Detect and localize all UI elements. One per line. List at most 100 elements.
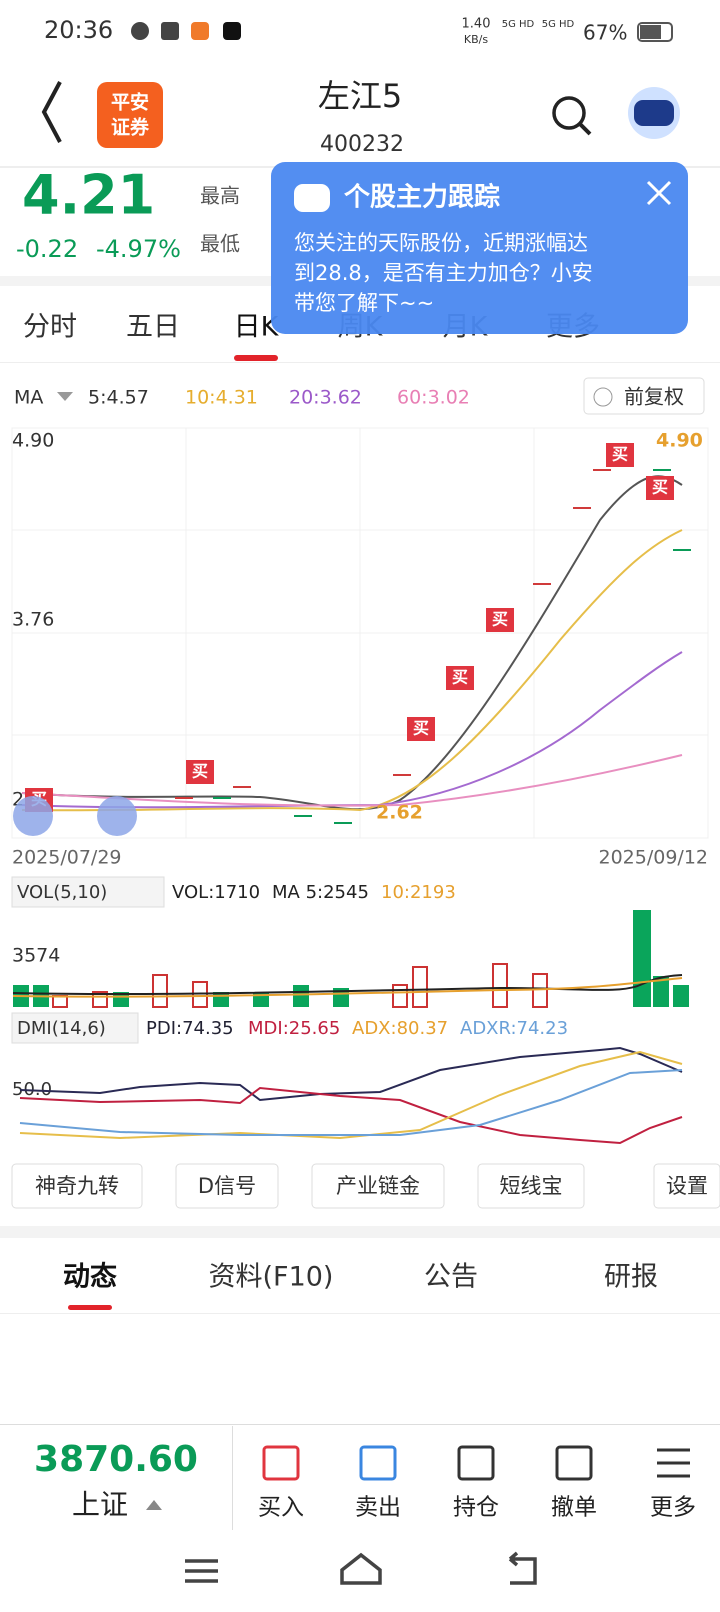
date-end: 2025/09/12 xyxy=(598,847,708,869)
action[interactable]: 撤单 xyxy=(551,1495,597,1521)
popup-close[interactable] xyxy=(646,180,672,206)
vol-bar xyxy=(52,995,68,1008)
nav-home[interactable] xyxy=(340,1552,382,1585)
vol-selector[interactable] xyxy=(11,876,165,908)
info-tab[interactable]: 公告 xyxy=(424,1262,478,1293)
tool-button[interactable] xyxy=(311,1163,445,1209)
adx-line xyxy=(19,1050,683,1140)
sell-icon[interactable] xyxy=(359,1445,397,1481)
logo xyxy=(97,82,163,148)
popup-icon xyxy=(294,184,330,212)
popup[interactable] xyxy=(271,162,688,334)
pdi-line xyxy=(19,1046,683,1102)
nav-menu[interactable] xyxy=(185,1559,218,1583)
tab[interactable]: 分时 xyxy=(23,312,77,343)
divider xyxy=(0,1424,720,1425)
buy-marker xyxy=(486,608,514,632)
icon xyxy=(161,22,179,40)
date-start: 2025/07/29 xyxy=(12,847,122,869)
buy-marker xyxy=(646,476,674,500)
vol-bar xyxy=(392,984,408,1008)
buy-markers: 买 买 买 买 买 买 买 xyxy=(25,443,674,812)
min-label: 2.62 xyxy=(376,802,423,824)
cancel-icon[interactable] xyxy=(555,1445,593,1481)
index-name[interactable]: 上证 xyxy=(72,1488,128,1521)
dmi-selector[interactable] xyxy=(11,1012,139,1044)
action[interactable]: 持仓 xyxy=(453,1495,499,1521)
time: 20:36 xyxy=(44,16,113,44)
max-label: 4.90 xyxy=(656,430,703,452)
adxr: ADXR:74.23 xyxy=(460,1018,568,1039)
vol-bar xyxy=(92,991,108,1008)
divider xyxy=(0,362,720,363)
popup-text: 带您了解下~~ xyxy=(294,291,434,315)
tool-bar: 神奇九转 D信号 产业链金 短线宝 设置 xyxy=(11,1163,720,1209)
adx: ADX:80.37 xyxy=(352,1018,448,1039)
ma5-line xyxy=(21,475,683,811)
speed-unit: KB/s xyxy=(464,33,488,46)
more-icon[interactable] xyxy=(657,1448,690,1478)
vol-bar xyxy=(152,974,168,1008)
grid xyxy=(11,427,709,839)
index-value: 3870.60 xyxy=(34,1439,198,1480)
speed: 1.40 xyxy=(462,17,491,32)
icon xyxy=(593,387,613,407)
action[interactable]: 买入 xyxy=(258,1495,304,1521)
tab[interactable]: 五日 xyxy=(126,312,180,343)
info-tab[interactable]: 研报 xyxy=(604,1262,658,1293)
position-icon[interactable] xyxy=(457,1445,495,1481)
logo-text: 平安 xyxy=(111,91,149,114)
zoom-button[interactable] xyxy=(13,796,53,836)
adjust-text: 前复权 xyxy=(624,385,684,409)
info-tab[interactable]: 动态 xyxy=(63,1262,117,1293)
popup-text: 到28.8，是否有主力加仓？小安 xyxy=(294,261,593,285)
tool-button[interactable] xyxy=(477,1163,585,1209)
ma-label: MA xyxy=(14,387,43,409)
ma20-line xyxy=(21,651,683,809)
search-button[interactable] xyxy=(552,96,586,130)
divider xyxy=(232,1426,233,1530)
info-tab-indicator xyxy=(68,1305,112,1310)
tool-text: 产业链金 xyxy=(336,1174,420,1198)
buy-text: 买 xyxy=(413,719,429,738)
buy-icon[interactable] xyxy=(262,1445,300,1481)
buy-marker xyxy=(407,717,435,741)
nav-back[interactable] xyxy=(508,1551,537,1585)
vol-ma10: 10:2193 xyxy=(381,882,456,903)
vol-ma5-line xyxy=(12,974,683,996)
popup-text: 您关注的天际股份，近期涨幅达 xyxy=(294,231,588,255)
ma10-line xyxy=(21,529,683,812)
zoom-button[interactable] xyxy=(97,796,137,836)
dropdown xyxy=(57,392,73,401)
search-handle xyxy=(578,122,592,136)
battery-level xyxy=(640,25,661,39)
info-tab[interactable]: 资料(F10) xyxy=(209,1262,334,1293)
action[interactable]: 更多 xyxy=(650,1495,696,1521)
vol-label: VOL(5,10) xyxy=(17,882,107,903)
vol-ma10-line xyxy=(12,977,683,998)
tool-button[interactable] xyxy=(175,1163,279,1209)
buy-text: 买 xyxy=(492,610,508,629)
buy-marker xyxy=(446,666,474,690)
stock-code: 400232 xyxy=(320,132,404,157)
back-button[interactable] xyxy=(41,81,62,143)
buy-marker xyxy=(186,760,214,784)
change: -0.22 xyxy=(16,235,78,263)
assistant-face xyxy=(634,100,674,126)
adjust-button[interactable] xyxy=(583,377,705,415)
buy-text: 买 xyxy=(452,668,468,687)
volume-bars xyxy=(13,910,689,1008)
network: 5G HD xyxy=(542,19,575,30)
vol-value: VOL:1710 xyxy=(172,882,260,903)
vol-bar xyxy=(673,985,689,1007)
tool-button[interactable] xyxy=(11,1163,143,1209)
low-label: 最低 xyxy=(200,232,240,256)
dmi-label: DMI(14,6) xyxy=(17,1018,106,1039)
action[interactable]: 卖出 xyxy=(355,1495,401,1521)
icon xyxy=(223,22,241,40)
tab-indicator xyxy=(234,355,278,361)
settings-button[interactable] xyxy=(653,1163,720,1209)
vol-bar xyxy=(293,985,309,1007)
